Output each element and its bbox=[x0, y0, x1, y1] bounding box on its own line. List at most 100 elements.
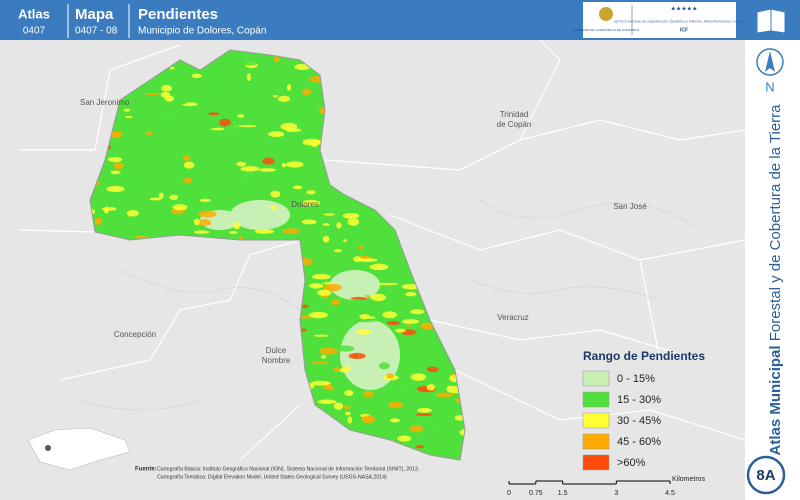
place-label: San José bbox=[613, 202, 647, 211]
slope-patch bbox=[435, 392, 454, 398]
place-label: Dulce Nombre bbox=[262, 346, 291, 365]
legend-label: 0 - 15% bbox=[617, 373, 655, 385]
slope-patch bbox=[397, 435, 412, 442]
slope-patch bbox=[306, 190, 316, 195]
place-label: Trinidad de Copán bbox=[497, 110, 532, 129]
slope-patch bbox=[280, 122, 298, 131]
slope-patch bbox=[309, 358, 316, 363]
slope-patch bbox=[193, 218, 200, 226]
slope-patch bbox=[308, 311, 328, 319]
slope-patch bbox=[285, 161, 304, 168]
slope-patch bbox=[336, 221, 342, 229]
legend-label: 45 - 60% bbox=[617, 436, 661, 448]
slope-patch bbox=[369, 263, 389, 271]
slope-patch bbox=[169, 66, 175, 70]
slope-patch bbox=[350, 403, 356, 407]
source-label: Fuente: bbox=[135, 467, 157, 473]
slope-patch bbox=[350, 296, 368, 300]
slope-patch bbox=[330, 299, 341, 306]
slope-patch bbox=[333, 402, 344, 410]
slope-patch bbox=[410, 309, 425, 315]
slope-patch bbox=[323, 283, 343, 292]
source-line: Cartografía Básica: Instituto Geográfico… bbox=[157, 466, 419, 472]
logo-government: GOBIERNO DE LA REPÚBLICA DE HONDURAS bbox=[573, 27, 639, 32]
slope-patch bbox=[415, 413, 433, 417]
slope-patch bbox=[405, 292, 417, 297]
slope-patch bbox=[107, 156, 123, 163]
slope-patch bbox=[294, 63, 311, 71]
slope-patch bbox=[286, 84, 292, 91]
slope-patch bbox=[301, 219, 317, 225]
slope-patch bbox=[459, 428, 465, 436]
slope-patch bbox=[344, 411, 351, 416]
slope-patch bbox=[358, 319, 376, 323]
atlas-label: Atlas bbox=[18, 6, 50, 21]
slope-patch bbox=[344, 390, 354, 397]
slope-patch bbox=[382, 311, 398, 319]
slope-patch bbox=[301, 199, 321, 207]
slope-patch bbox=[161, 84, 173, 92]
scale-unit: Kilometros bbox=[672, 476, 706, 483]
slope-patch bbox=[302, 88, 312, 96]
slope-patch bbox=[409, 351, 419, 358]
map-label: Mapa bbox=[75, 6, 114, 23]
place-label: Veracruz bbox=[497, 313, 529, 322]
slope-patch bbox=[359, 313, 371, 320]
slope-patch bbox=[191, 73, 202, 79]
slope-patch bbox=[278, 95, 291, 102]
slope-patch bbox=[391, 385, 402, 390]
slope-patch bbox=[281, 163, 287, 168]
slope-patch bbox=[164, 95, 175, 102]
slope-patch bbox=[424, 347, 438, 351]
slope-patch bbox=[394, 328, 406, 333]
slope-patch bbox=[310, 380, 331, 386]
slope-patch bbox=[149, 197, 162, 201]
slope-patch bbox=[388, 401, 404, 409]
slope-patch bbox=[169, 101, 188, 105]
slope-patch bbox=[126, 209, 139, 217]
slope-patch bbox=[199, 198, 211, 203]
slope-patch bbox=[224, 124, 240, 133]
slope-patch bbox=[254, 229, 275, 234]
scale-bar: 0 0.75 1.5 3 4.5 Kilometros bbox=[507, 476, 706, 497]
slope-patch bbox=[246, 73, 252, 82]
slope-patch bbox=[363, 390, 374, 398]
source-line: Cartografía Temática: Digital Elevation … bbox=[157, 474, 387, 480]
legend: Rango de Pendientes 0 - 15% 15 - 30% 30 - … bbox=[582, 349, 705, 471]
slope-patch bbox=[348, 352, 366, 360]
subtitle: Municipio de Dolores, Copán bbox=[138, 26, 266, 37]
slope-patch bbox=[94, 217, 103, 226]
legend-swatch bbox=[582, 433, 610, 450]
slope-patch bbox=[249, 130, 255, 137]
slope-patch bbox=[309, 283, 324, 289]
slope-patch bbox=[241, 58, 259, 66]
slope-patch bbox=[342, 212, 360, 219]
slope-patch bbox=[310, 139, 319, 148]
slope-patch bbox=[159, 113, 179, 121]
slope-patch bbox=[237, 124, 257, 128]
legend-label: >60% bbox=[617, 457, 646, 469]
slope-patch bbox=[193, 230, 210, 234]
slope-patch bbox=[218, 118, 231, 127]
slope-patch bbox=[172, 204, 188, 211]
coat-of-arms bbox=[599, 7, 613, 21]
slope-patch bbox=[322, 282, 334, 285]
slope-patch bbox=[270, 190, 281, 198]
slope-patch bbox=[322, 223, 330, 226]
slope-patch bbox=[113, 162, 125, 170]
inset-location bbox=[45, 445, 51, 451]
slope-patch bbox=[233, 221, 241, 230]
place-label: Dolores bbox=[291, 200, 319, 209]
slope-patch bbox=[356, 329, 372, 335]
slope-patch bbox=[357, 258, 378, 262]
legend-swatch bbox=[582, 370, 610, 387]
flat-area bbox=[330, 270, 380, 300]
slope-patch bbox=[98, 228, 112, 234]
slope-patch bbox=[410, 373, 427, 381]
slope-patch bbox=[320, 341, 335, 346]
slope-patch bbox=[134, 179, 139, 183]
slope-patch bbox=[272, 94, 278, 98]
slope-patch bbox=[169, 194, 179, 200]
scale-label: 1.5 bbox=[558, 490, 568, 497]
